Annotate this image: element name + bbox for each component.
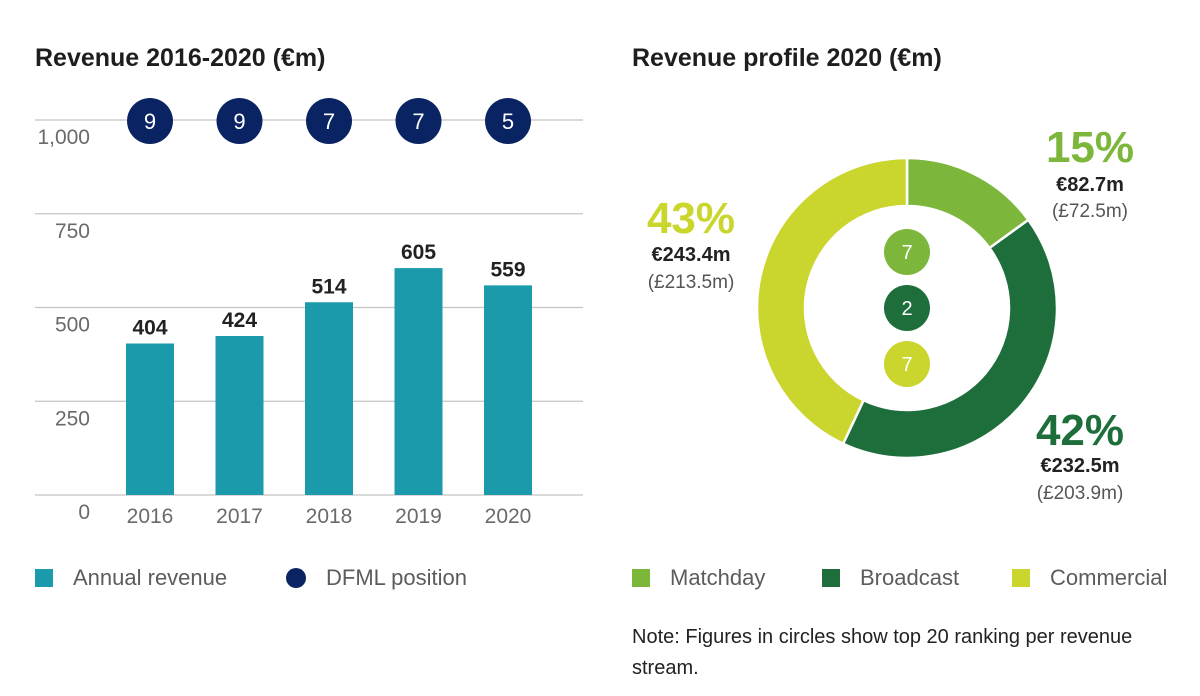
legend-label-dfml-position: DFML position <box>326 565 468 590</box>
slice-percent-label: 43% <box>647 194 735 243</box>
legend-dfml-position: DFML position <box>286 565 468 590</box>
slice-eur-label: €82.7m <box>1056 174 1124 196</box>
bar-2017 <box>215 336 264 495</box>
rank-label: 7 <box>901 354 912 376</box>
y-tick-label: 1,000 <box>37 126 90 149</box>
legend-dot-dfml-position <box>286 568 306 588</box>
rank-label: 7 <box>901 242 912 264</box>
legend-matchday: Matchday <box>632 565 766 590</box>
slice-percent-label: 15% <box>1046 123 1134 172</box>
bar-value-label: 424 <box>222 309 257 332</box>
y-tick-label: 750 <box>55 220 90 243</box>
slice-gbp-label: (£203.9m) <box>1037 483 1124 504</box>
donut-slice-commercial <box>755 156 909 446</box>
slice-gbp-label: (£72.5m) <box>1052 201 1128 222</box>
legend-broadcast: Broadcast <box>822 565 960 590</box>
dfml-position-circle <box>216 98 263 144</box>
legend-label-annual-revenue: Annual revenue <box>73 565 228 590</box>
bar-2020 <box>484 285 532 495</box>
legend-label-commercial: Commercial <box>1050 565 1168 590</box>
dfml-position-label: 9 <box>233 109 245 134</box>
legend-swatch-commercial <box>1012 569 1030 587</box>
dfml-position-label: 7 <box>323 109 335 134</box>
legend-annual-revenue: Annual revenue <box>35 565 228 590</box>
x-tick-label: 2020 <box>485 505 532 528</box>
legend-swatch-broadcast <box>822 569 840 587</box>
legend-label-matchday: Matchday <box>670 565 766 590</box>
bar-chart: 0 250 500 750 1,000 404 2016 9 424 2017 9 514 2018 7 6… <box>35 98 583 528</box>
legend-swatch-matchday <box>632 569 650 587</box>
bar-value-label: 559 <box>490 258 525 281</box>
donut-slice-broadcast <box>841 218 1059 460</box>
pie-chart-title: Revenue profile 2020 (€m) <box>632 44 942 72</box>
legend-commercial: Commercial <box>1012 565 1168 590</box>
dfml-position-circle <box>395 98 442 144</box>
legend-label-broadcast: Broadcast <box>860 565 960 590</box>
y-tick-label: 0 <box>78 501 90 524</box>
x-tick-label: 2017 <box>216 505 263 528</box>
dfml-position-circle <box>306 98 352 144</box>
legend-swatch-annual-revenue <box>35 569 53 587</box>
dfml-position-label: 9 <box>144 109 156 134</box>
bar-2019 <box>394 268 443 495</box>
footnote: Note: Figures in circles show top 20 ran… <box>632 626 1133 679</box>
donut-chart: 7 2 7 15%€82.7m (£72.5m) 42%€232.5m (£203.9m) 4… <box>647 123 1134 504</box>
dfml-position-circle <box>485 98 531 144</box>
y-tick-label: 250 <box>55 407 90 430</box>
slice-gbp-label: (£213.5m) <box>648 272 735 293</box>
x-tick-label: 2016 <box>127 505 174 528</box>
bar-value-label: 605 <box>401 241 436 264</box>
rank-label: 2 <box>901 298 912 320</box>
rank-circle-commercial <box>884 341 930 387</box>
bar-chart-title: Revenue 2016-2020 (€m) <box>35 44 326 72</box>
bar-value-label: 514 <box>311 275 346 298</box>
y-tick-label: 500 <box>55 314 90 337</box>
rank-circle-broadcast <box>884 285 930 331</box>
x-tick-label: 2018 <box>306 505 353 528</box>
x-tick-label: 2019 <box>395 505 442 528</box>
slice-percent-label: 42% <box>1036 406 1124 455</box>
dfml-position-circle <box>127 98 173 144</box>
bar-value-label: 404 <box>132 317 167 340</box>
rank-circle-matchday <box>884 229 930 275</box>
slice-eur-label: €243.4m <box>652 244 731 266</box>
slice-eur-label: €232.5m <box>1041 455 1120 477</box>
bar-2018 <box>305 302 353 495</box>
dfml-position-label: 5 <box>502 109 514 134</box>
bar-2016 <box>126 343 174 495</box>
dfml-position-label: 7 <box>412 109 424 134</box>
